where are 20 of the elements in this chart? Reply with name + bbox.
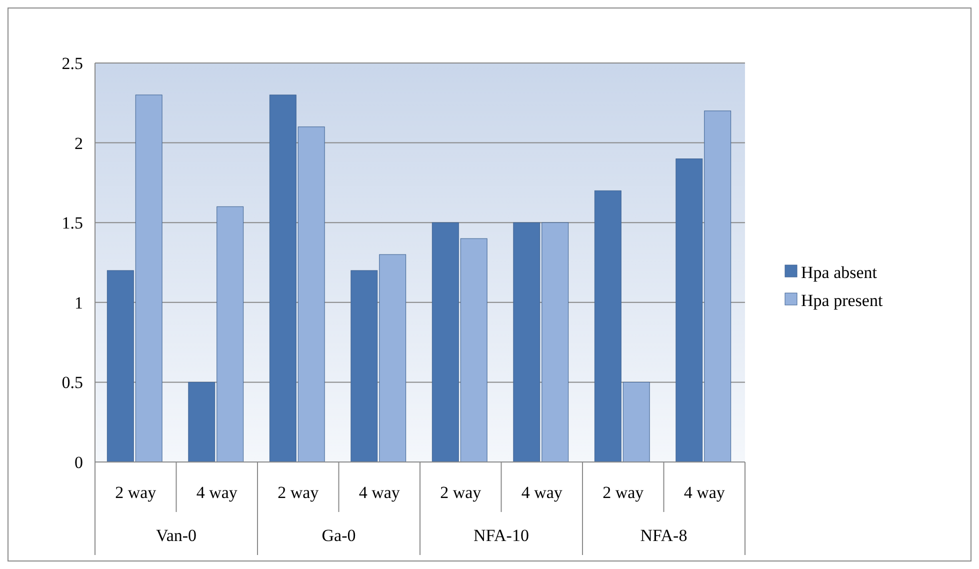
text: Van-0 <box>156 526 197 545</box>
legend-label: Hpa absent <box>801 262 878 282</box>
y-tick-label: 1 <box>74 293 83 312</box>
y-tick-label: 0.5 <box>62 373 83 392</box>
x-tick-label: 4 way <box>521 483 563 502</box>
x-tick-label: 4 way <box>358 483 400 502</box>
x-tick-label: 2 way <box>602 483 644 502</box>
x-tick-label: 2 way <box>278 483 320 502</box>
y-tick-label: 2.5 <box>62 54 83 73</box>
y-tick-label: 0 <box>74 452 83 472</box>
x-tick-label: 4 way <box>196 483 238 502</box>
text: Ga-0 <box>322 526 356 545</box>
text: NFA-8 <box>640 526 688 545</box>
text: NFA-10 <box>474 526 529 545</box>
x-tick-label: 4 way <box>684 483 726 502</box>
y-tick-label: 2 <box>74 134 83 153</box>
y-tick-label: 1.5 <box>62 214 83 233</box>
x-tick-label: 2 way <box>115 483 157 502</box>
legend-label: Hpa present <box>801 290 883 310</box>
x-tick-label: 2 way <box>440 483 482 502</box>
